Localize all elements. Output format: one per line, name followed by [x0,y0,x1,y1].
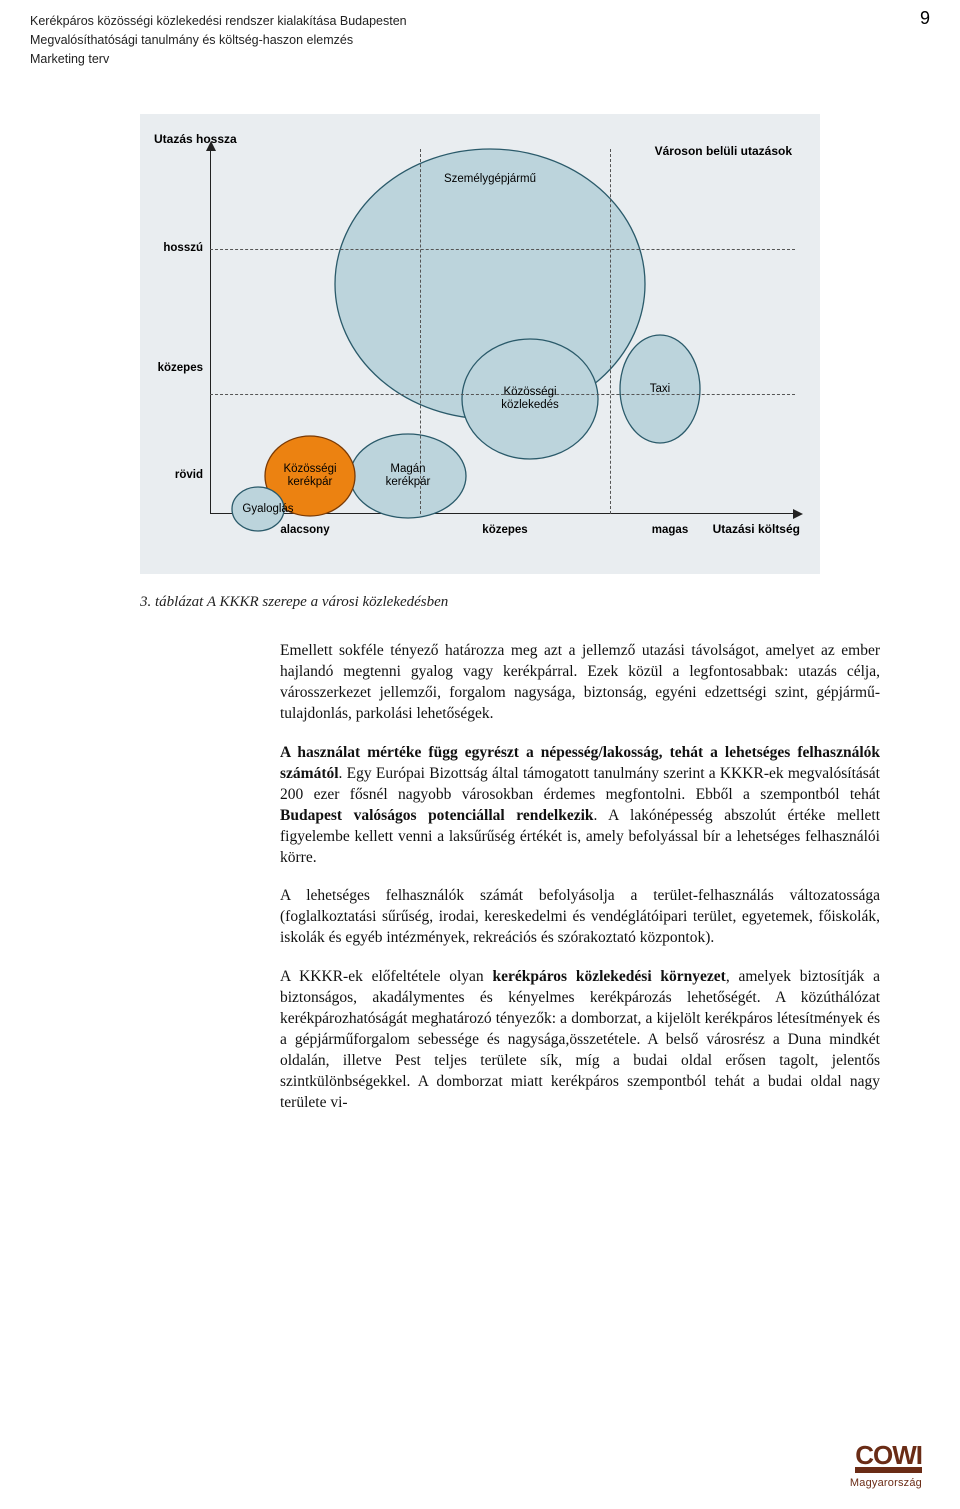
diagram-container: Utazás hossza Városon belüli utazások Ut… [140,114,820,574]
header-line-2: Megvalósíthatósági tanulmány és költség-… [30,31,930,50]
ylabel-hosszú: hosszú [148,242,203,254]
paragraph-1: Emellett sokféle tényező határozza meg a… [280,641,880,725]
p2-bold-2: Budapest valóságos potenciállal rendelke… [280,807,594,824]
page-number: 9 [920,8,930,29]
vgrid-0 [420,149,421,514]
ylabel-közepes: közepes [148,362,203,374]
header-line-1: Kerékpáros közösségi közlekedési rendsze… [30,12,930,31]
logo-subtext: Magyarország [850,1477,922,1489]
p2-text-1: . Egy Európai Bizottság által támogatott… [280,765,880,803]
p4-text-1: A KKKR-ek előfeltétele olyan [280,968,492,985]
document-header: Kerékpáros közösségi közlekedési rendsze… [0,0,960,74]
xlabel-magas: magas [652,524,688,536]
header-line-3: Marketing terv [30,50,930,69]
xlabel-alacsony: alacsony [280,524,329,536]
bubble-magan-kerekpar [350,434,466,518]
logo-text: COWI [855,1444,922,1473]
xlabel-közepes: közepes [482,524,527,536]
diagram-x-title: Utazási költség [713,522,800,536]
hgrid-1 [210,394,795,395]
bubble-layer [140,114,820,574]
paragraph-4: A KKKR-ek előfeltétele olyan kerékpáros … [280,967,880,1113]
hgrid-0 [210,249,795,250]
bubble-taxi [620,335,700,443]
bubble-diagram: Utazás hossza Városon belüli utazások Ut… [140,114,820,574]
paragraph-3: A lehetséges felhasználók számát befolyá… [280,886,880,949]
footer-logo: COWI Magyarország [850,1444,922,1491]
body-text: Emellett sokféle tényező határozza meg a… [280,641,880,1113]
ylabel-rövid: rövid [148,469,203,481]
bubble-gyaloglas [232,487,284,531]
bubble-kozossegi-kozlekedes [462,339,598,459]
p4-text-2: , amelyek biztosítják a biztonságos, aka… [280,968,880,1111]
paragraph-2: A használat mértéke függ egyrészt a népe… [280,743,880,869]
figure-caption: 3. táblázat A KKKR szerepe a városi közl… [140,594,820,611]
vgrid-1 [610,149,611,514]
p4-bold: kerékpáros közlekedési környezet [492,968,725,985]
